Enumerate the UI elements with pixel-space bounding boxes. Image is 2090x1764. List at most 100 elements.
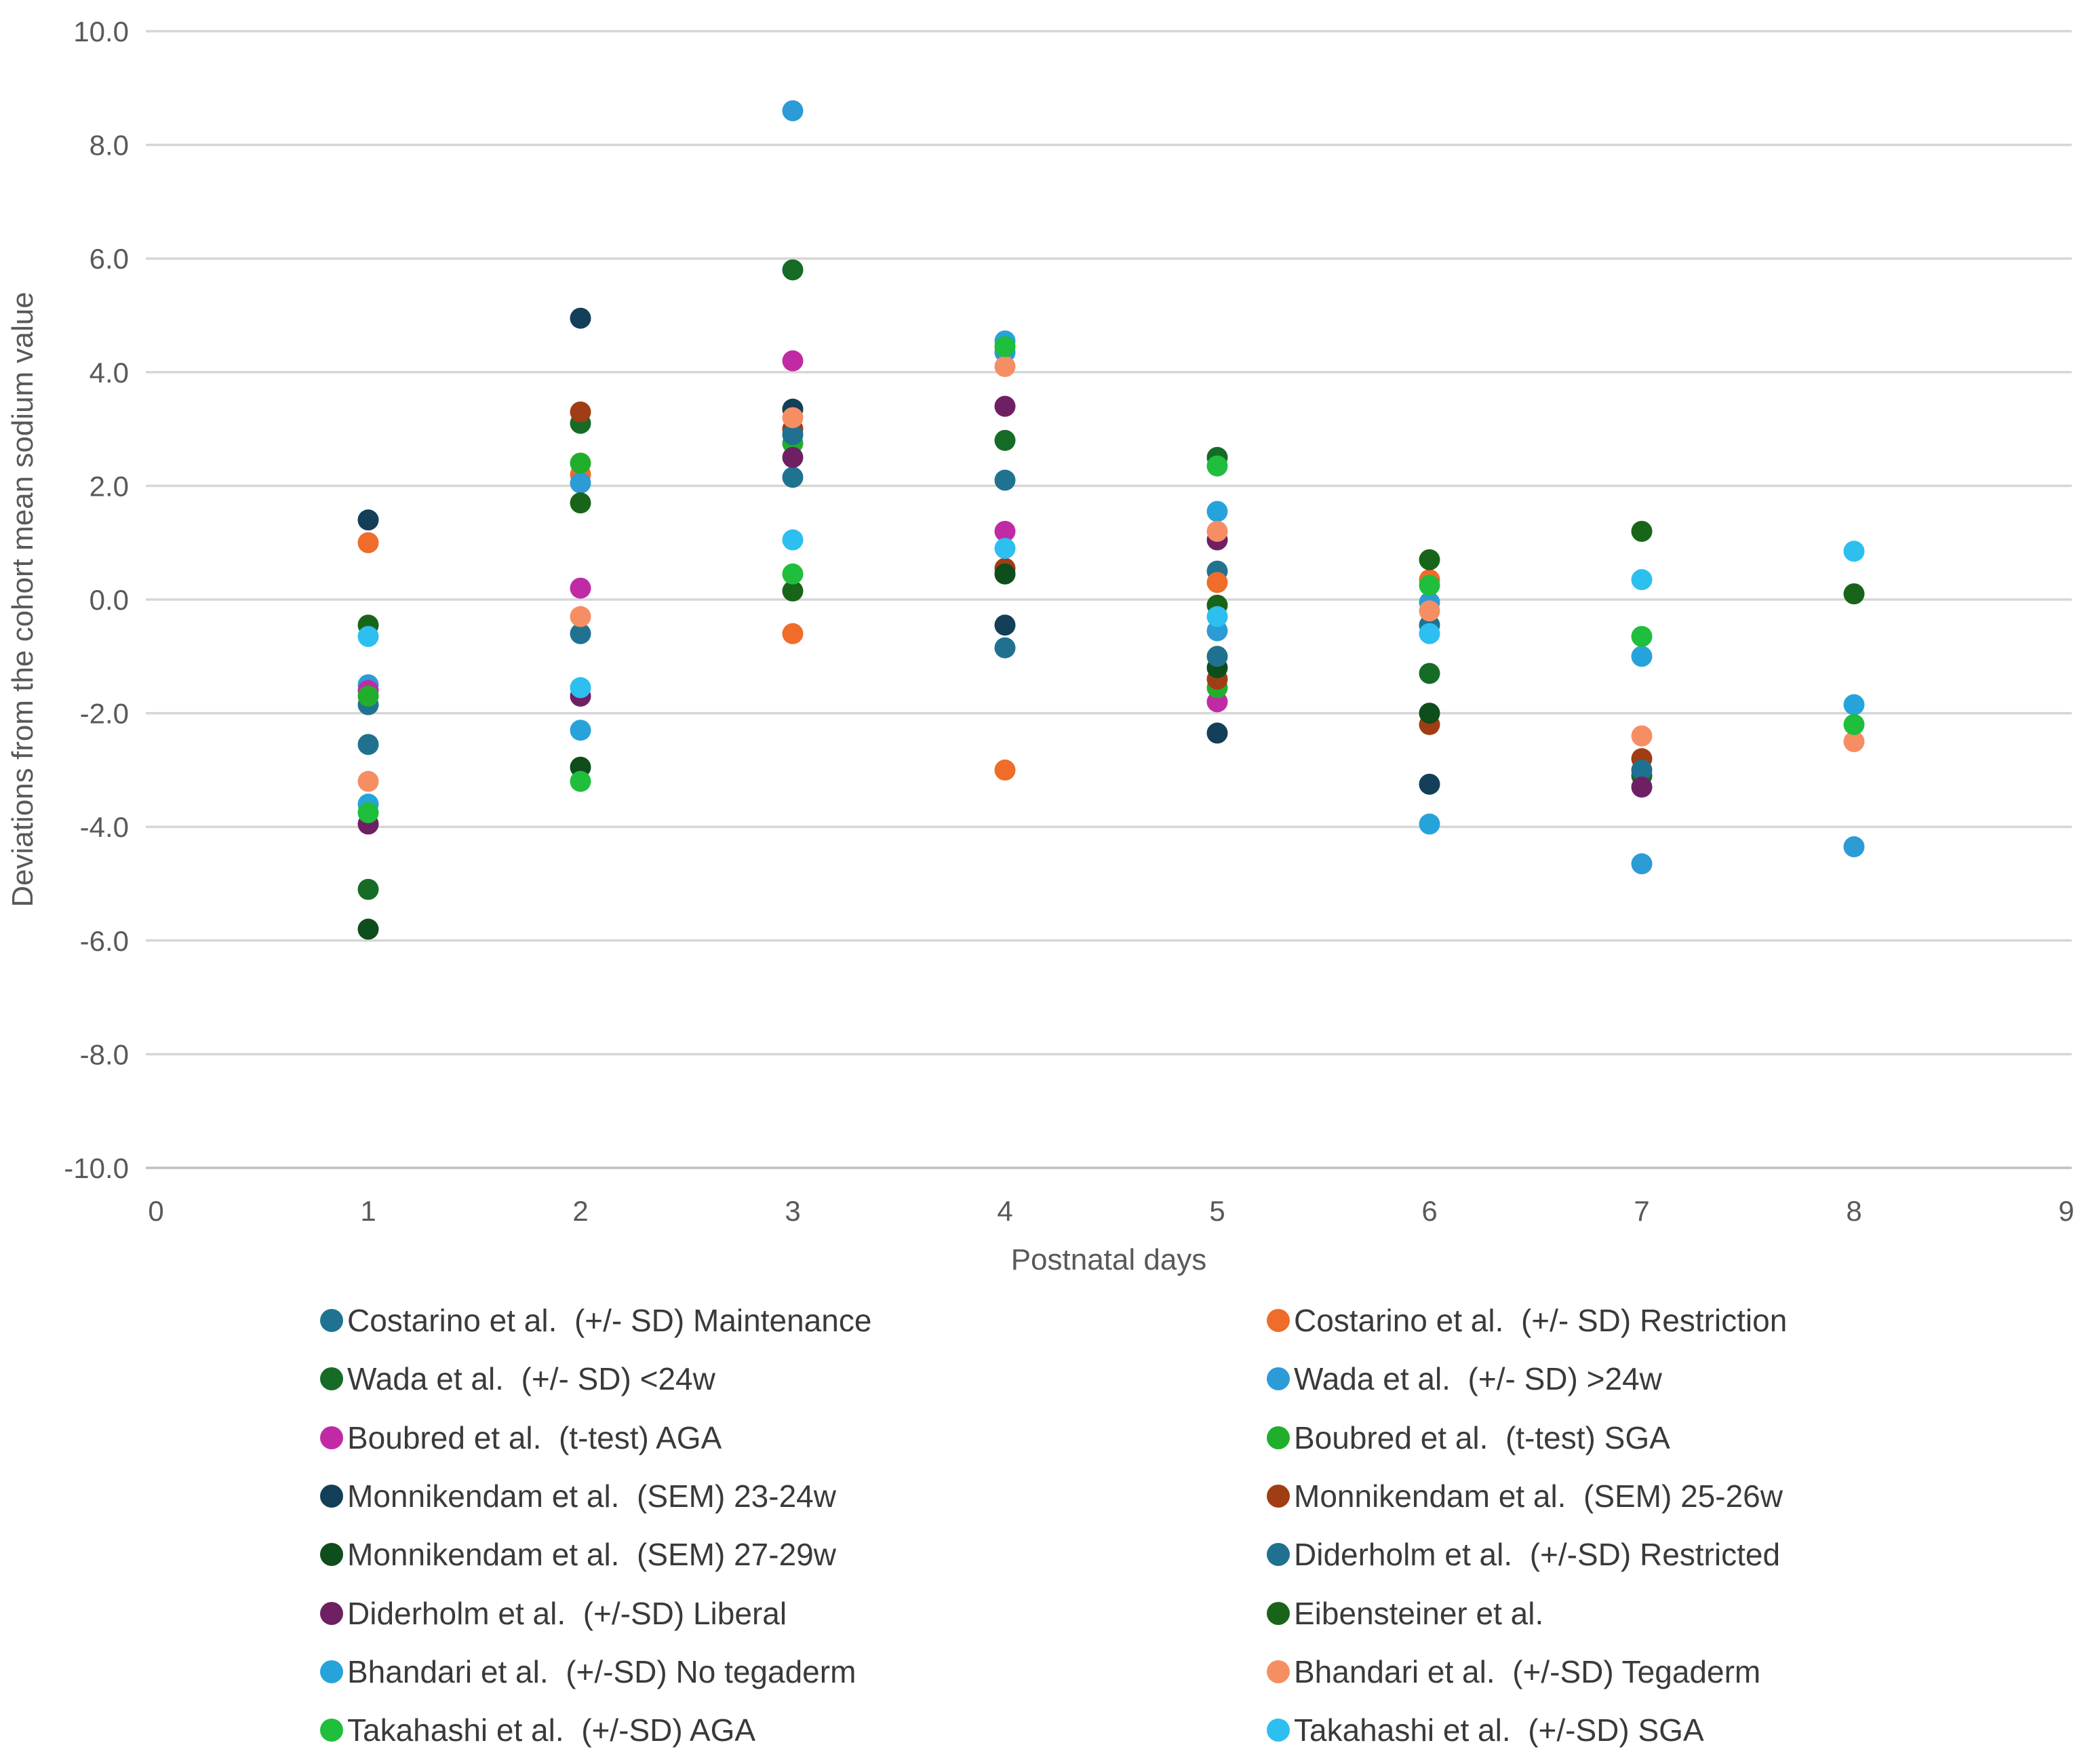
data-point bbox=[570, 401, 591, 423]
legend-item: Diderholm et al. (+/-SD) Restricted bbox=[1267, 1535, 1780, 1573]
data-point bbox=[1206, 722, 1228, 744]
data-point bbox=[357, 734, 379, 756]
data-point bbox=[570, 606, 591, 627]
legend-item: Boubred et al. (t-test) AGA bbox=[320, 1419, 722, 1457]
y-tick-label: 4.0 bbox=[90, 357, 129, 389]
legend-item: Wada et al. (+/- SD) >24w bbox=[1267, 1360, 1662, 1398]
legend-item: Monnikendam et al. (SEM) 27-29w bbox=[320, 1535, 836, 1573]
x-axis-title: Postnatal days bbox=[1011, 1243, 1207, 1276]
data-point bbox=[1843, 541, 1865, 562]
legend-marker-icon bbox=[320, 1719, 343, 1742]
data-point bbox=[1631, 520, 1653, 542]
data-point bbox=[357, 532, 379, 553]
data-point bbox=[994, 520, 1016, 542]
legend-marker-icon bbox=[1267, 1426, 1290, 1449]
data-point bbox=[1206, 572, 1228, 593]
data-point bbox=[1631, 569, 1653, 591]
legend-item: Takahashi et al. (+/-SD) AGA bbox=[320, 1711, 755, 1749]
data-point bbox=[1206, 606, 1228, 627]
data-point bbox=[570, 472, 591, 494]
data-point bbox=[1631, 759, 1653, 781]
legend-label: Costarino et al. (+/- SD) Maintenance bbox=[347, 1303, 872, 1338]
data-point bbox=[570, 623, 591, 644]
data-point bbox=[782, 563, 804, 585]
x-tick-label: 2 bbox=[572, 1195, 588, 1227]
data-point bbox=[994, 469, 1016, 491]
legend-item: Costarino et al. (+/- SD) Maintenance bbox=[320, 1301, 871, 1339]
data-point bbox=[1631, 853, 1653, 875]
data-point bbox=[782, 407, 804, 429]
legend-label: Wada et al. (+/- SD) <24w bbox=[347, 1361, 715, 1397]
legend-item: Diderholm et al. (+/-SD) Liberal bbox=[320, 1594, 787, 1632]
data-point bbox=[782, 259, 804, 281]
data-point bbox=[1206, 646, 1228, 667]
legend-marker-icon bbox=[320, 1484, 343, 1508]
legend-marker-icon bbox=[320, 1543, 343, 1567]
data-point bbox=[1419, 574, 1440, 596]
data-point bbox=[357, 918, 379, 940]
data-point bbox=[1419, 703, 1440, 724]
legend-item: Monnikendam et al. (SEM) 25-26w bbox=[1267, 1477, 1783, 1515]
legend-label: Diderholm et al. (+/-SD) Liberal bbox=[347, 1595, 787, 1631]
legend-marker-icon bbox=[320, 1426, 343, 1449]
legend-marker-icon bbox=[1267, 1543, 1290, 1567]
data-point bbox=[782, 467, 804, 488]
data-point bbox=[570, 492, 591, 514]
legend-label: Boubred et al. (t-test) SGA bbox=[1294, 1419, 1670, 1455]
legend-marker-icon bbox=[1267, 1367, 1290, 1391]
data-point bbox=[994, 637, 1016, 659]
legend-marker-icon bbox=[320, 1367, 343, 1391]
legend-label: Boubred et al. (t-test) AGA bbox=[347, 1419, 722, 1455]
data-point bbox=[357, 685, 379, 707]
data-point bbox=[1631, 725, 1653, 747]
data-point bbox=[782, 350, 804, 372]
y-tick-label: 10.0 bbox=[73, 16, 129, 47]
data-point bbox=[994, 355, 1016, 377]
data-point bbox=[570, 307, 591, 329]
legend-item: Monnikendam et al. (SEM) 23-24w bbox=[320, 1477, 836, 1515]
x-tick-label: 9 bbox=[2058, 1195, 2074, 1227]
legend-label: Bhandari et al. (+/-SD) No tegaderm bbox=[347, 1653, 856, 1689]
y-tick-label: -2.0 bbox=[80, 698, 129, 730]
data-points bbox=[357, 100, 1865, 940]
data-point bbox=[782, 100, 804, 121]
legend-marker-icon bbox=[320, 1601, 343, 1625]
legend-marker-icon bbox=[1267, 1719, 1290, 1742]
data-point bbox=[782, 424, 804, 446]
legend-label: Monnikendam et al. (SEM) 23-24w bbox=[347, 1478, 836, 1514]
data-point bbox=[994, 563, 1016, 585]
legend-label: Diderholm et al. (+/-SD) Restricted bbox=[1294, 1537, 1781, 1573]
data-point bbox=[1843, 836, 1865, 858]
legend-label: Monnikendam et al. (SEM) 25-26w bbox=[1294, 1478, 1783, 1514]
data-point bbox=[570, 677, 591, 699]
y-tick-label: -8.0 bbox=[80, 1038, 129, 1070]
data-point bbox=[994, 395, 1016, 417]
data-point bbox=[782, 447, 804, 468]
legend-marker-icon bbox=[320, 1660, 343, 1683]
data-point bbox=[1843, 713, 1865, 735]
data-point bbox=[1206, 501, 1228, 522]
gridlines bbox=[146, 30, 2072, 1169]
x-axis-tick-labels: 0 1 2 3 4 5 6 7 8 9 bbox=[148, 1195, 2074, 1227]
data-point bbox=[1206, 520, 1228, 542]
legend-label: Takahashi et al. (+/-SD) SGA bbox=[1294, 1712, 1704, 1748]
data-point bbox=[1419, 663, 1440, 684]
data-point bbox=[1419, 813, 1440, 835]
data-point bbox=[1419, 549, 1440, 570]
data-point bbox=[570, 577, 591, 599]
x-tick-label: 6 bbox=[1421, 1195, 1437, 1227]
data-point bbox=[994, 759, 1016, 781]
legend-item: Costarino et al. (+/- SD) Restriction bbox=[1267, 1301, 1787, 1339]
legend-marker-icon bbox=[1267, 1601, 1290, 1625]
data-point bbox=[570, 770, 591, 792]
data-point bbox=[782, 580, 804, 602]
legend-label: Monnikendam et al. (SEM) 27-29w bbox=[347, 1537, 836, 1573]
y-tick-label: 2.0 bbox=[90, 470, 129, 502]
y-axis-title: Deviations from the cohort mean sodium v… bbox=[6, 292, 39, 907]
data-point bbox=[1631, 625, 1653, 647]
data-point bbox=[1631, 646, 1653, 667]
legend-label: Takahashi et al. (+/-SD) AGA bbox=[347, 1712, 756, 1748]
data-point bbox=[1419, 623, 1440, 644]
y-tick-label: -10.0 bbox=[64, 1152, 129, 1184]
